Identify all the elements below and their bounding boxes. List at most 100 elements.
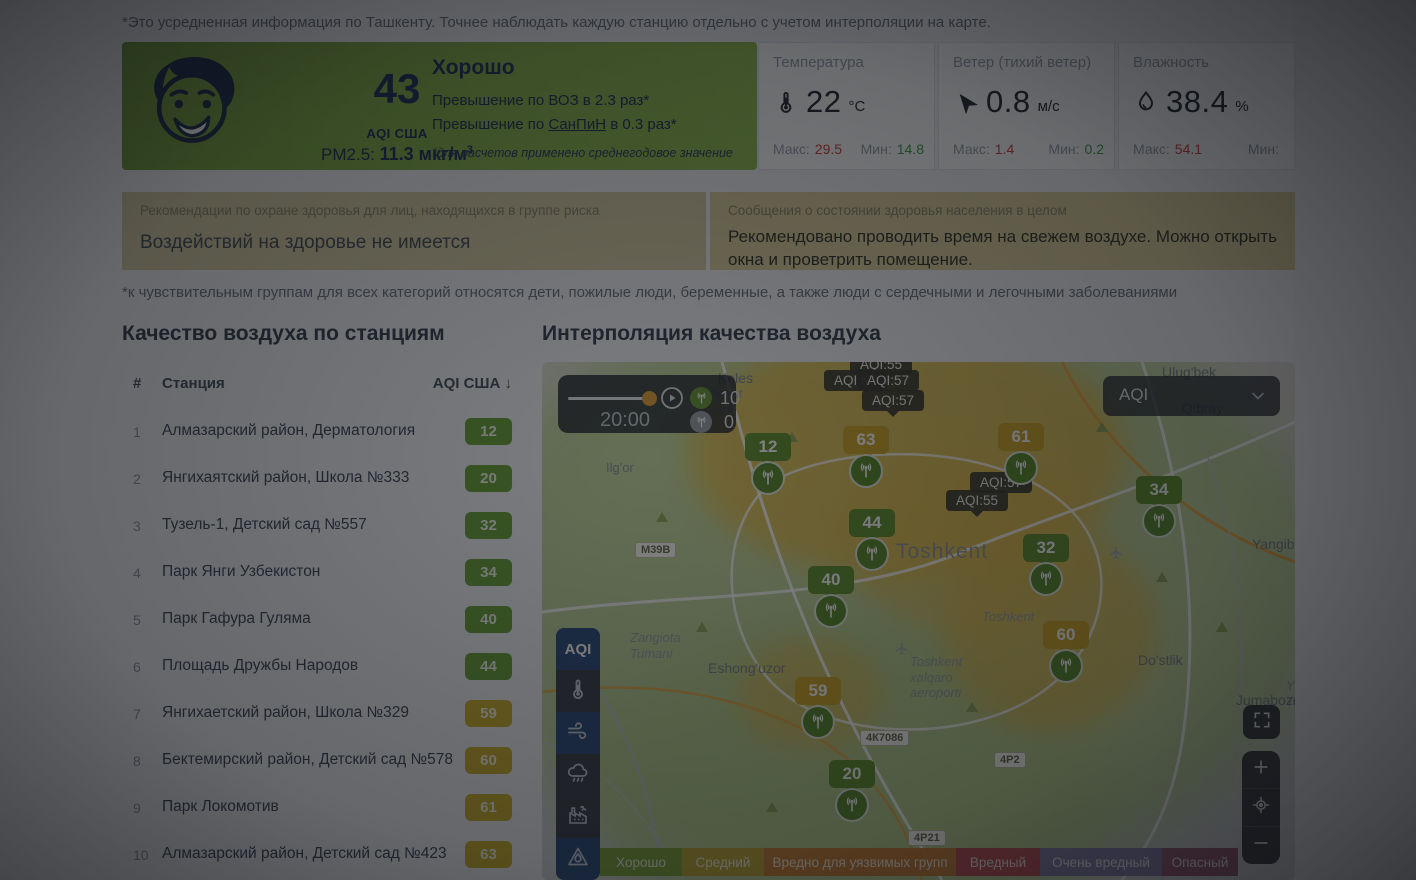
layer-button-aqi[interactable]: AQI <box>556 628 600 670</box>
risk-group-recommendation: Рекомендации по охране здоровья для лиц,… <box>122 192 706 270</box>
station-rank: 7 <box>133 706 141 722</box>
layer-button-hazard[interactable] <box>556 838 600 880</box>
sort-down-icon: ↓ <box>505 375 513 392</box>
station-row[interactable]: 4Парк Янги Узбекистон34 <box>122 549 512 596</box>
air-quality-map[interactable]: KelesToshkent TumaniUlug'bekQibrayIlg'or… <box>542 362 1295 880</box>
zoom-out-button[interactable] <box>1242 827 1280 864</box>
station-aqi-badge: 40 <box>465 606 512 633</box>
station-name: Янгихаетский район, Школа №329 <box>162 704 409 722</box>
air-quality-dashboard: *Это усредненная информация по Ташкенту.… <box>0 0 1416 880</box>
station-antenna-icon[interactable] <box>855 537 889 571</box>
public-health-title: Сообщения о состоянии здоровья населения… <box>728 203 1277 218</box>
layer-select-dropdown[interactable]: AQI <box>1103 376 1280 416</box>
page-side-area <box>1295 0 1416 880</box>
station-name: Парк Локомотив <box>162 798 279 816</box>
aqi-tooltip: AQI:57 <box>857 370 919 391</box>
column-aqi-sort[interactable]: AQI США ↓ <box>433 375 512 392</box>
station-antenna-icon[interactable] <box>814 594 848 628</box>
locate-button[interactable] <box>1242 789 1280 827</box>
weather-value: 38.4 <box>1166 84 1228 120</box>
sanpin-exceed-line: Превышение по СанПиН в 0.3 раз* <box>432 116 677 133</box>
zoom-in-button[interactable] <box>1242 751 1280 789</box>
stations-online-count: 10 <box>720 388 740 409</box>
station-rank: 5 <box>133 612 141 628</box>
plus-icon <box>1251 757 1271 782</box>
aqi-marker[interactable]: 20 <box>829 760 875 788</box>
aqi-marker[interactable]: 59 <box>795 677 841 705</box>
public-health-text: Рекомендовано проводить время на свежем … <box>728 226 1277 272</box>
station-antenna-icon[interactable] <box>1142 504 1176 538</box>
station-rank: 3 <box>133 518 141 534</box>
station-rank: 4 <box>133 565 141 581</box>
max-value: 29.5 <box>815 141 842 157</box>
station-row[interactable]: 6Площадь Дружбы Народов44 <box>122 643 512 690</box>
selected-time: 20:00 <box>600 409 650 432</box>
layer-button-wind[interactable] <box>556 712 600 754</box>
station-aqi-badge: 59 <box>465 700 512 727</box>
aqi-marker[interactable]: 63 <box>843 426 889 454</box>
weather-cards: Температура22°CМакс:29.5Мин:14.8Ветер (т… <box>758 42 1295 170</box>
station-row[interactable]: 7 Янгихаетский район, Школа №329 59 <box>122 690 512 737</box>
airplane-icon <box>1108 544 1124 560</box>
station-antenna-icon[interactable] <box>801 705 835 739</box>
thermometer-icon <box>773 89 799 115</box>
layer-button-precipitation[interactable] <box>556 754 600 796</box>
station-aqi-badge: 12 <box>465 418 512 445</box>
station-row[interactable]: 9Парк Локомотив61 <box>122 784 512 831</box>
sanpin-link[interactable]: СанПиН <box>548 116 606 133</box>
station-aqi-badge: 34 <box>465 559 512 586</box>
station-antenna-icon[interactable] <box>1004 451 1038 485</box>
stations-offline-count: 0 <box>724 412 734 433</box>
stations-section-title: Качество воздуха по станциям <box>122 322 445 346</box>
station-row[interactable]: 3Тузель-1, Детский сад №55732 <box>122 502 512 549</box>
sensitive-groups-note: *к чувствительным группам для всех катег… <box>122 284 1177 301</box>
aqi-marker[interactable]: 40 <box>808 566 854 594</box>
aqi-marker[interactable]: 60 <box>1043 621 1089 649</box>
weather-card-humidity: Влажность38.4%Макс:54.1Мин: <box>1118 42 1295 170</box>
thermometer-icon <box>566 677 590 706</box>
stations-online-icon <box>690 387 712 409</box>
aqi-marker[interactable]: 44 <box>849 509 895 537</box>
layer-button-emissions[interactable] <box>556 796 600 838</box>
station-name: Тузель-1, Детский сад №557 <box>162 516 367 534</box>
risk-group-text: Воздействий на здоровье не имеется <box>140 232 688 254</box>
station-aqi-badge: 44 <box>465 653 512 680</box>
station-antenna-icon[interactable] <box>1049 649 1083 683</box>
max-value: 54.1 <box>1175 141 1202 157</box>
legend-segment: Вредный <box>956 848 1040 876</box>
aqi-marker[interactable]: 61 <box>998 423 1044 451</box>
aqi-legend: ХорошоСреднийВредно для уязвимых группВр… <box>600 848 1238 876</box>
station-row[interactable]: 10Алмазарский район, Детский сад №42363 <box>122 831 512 878</box>
calc-footnote: *для расчетов применено среднегодовое зн… <box>432 146 733 160</box>
aqi-marker[interactable]: 12 <box>745 433 791 461</box>
weather-card-title: Влажность <box>1133 54 1280 71</box>
weather-unit: м/с <box>1038 98 1060 115</box>
station-antenna-icon[interactable] <box>1029 562 1063 596</box>
time-slider[interactable] <box>568 397 654 400</box>
station-aqi-badge: 20 <box>465 465 512 492</box>
station-row[interactable]: 1Алмазарский район, Дерматология12 <box>122 408 512 455</box>
factory-icon <box>566 803 590 832</box>
column-station: Станция <box>162 375 225 392</box>
aqi-summary-card: 43 AQI США PM2.5: 11.3 мкг/м3 Хорошо Пре… <box>122 42 757 170</box>
airport-icon <box>894 640 910 656</box>
layer-button-temperature[interactable] <box>556 670 600 712</box>
aqi-marker[interactable]: 32 <box>1023 534 1069 562</box>
play-button[interactable] <box>660 386 684 410</box>
station-antenna-icon[interactable] <box>835 788 869 822</box>
station-antenna-icon[interactable] <box>751 461 785 495</box>
station-row[interactable]: 2Янгихаятский район, Школа №33320 <box>122 455 512 502</box>
stations-offline-icon <box>690 411 712 433</box>
station-row[interactable]: 5Парк Гафура Гуляма40 <box>122 596 512 643</box>
aqi-tooltip: AQI:55 <box>946 490 1008 511</box>
station-antenna-icon[interactable] <box>849 454 883 488</box>
face-avatar-icon <box>134 50 246 162</box>
map-base-layer <box>542 362 1295 880</box>
time-slider-knob[interactable] <box>642 391 657 406</box>
fullscreen-button[interactable] <box>1243 705 1280 739</box>
station-aqi-badge: 61 <box>465 794 512 821</box>
station-row[interactable]: 8Бектемирский район, Детский сад №57860 <box>122 737 512 784</box>
aqi-marker[interactable]: 34 <box>1136 476 1182 504</box>
chevron-down-icon <box>1248 386 1268 406</box>
station-name: Бектемирский район, Детский сад №578 <box>162 751 453 769</box>
